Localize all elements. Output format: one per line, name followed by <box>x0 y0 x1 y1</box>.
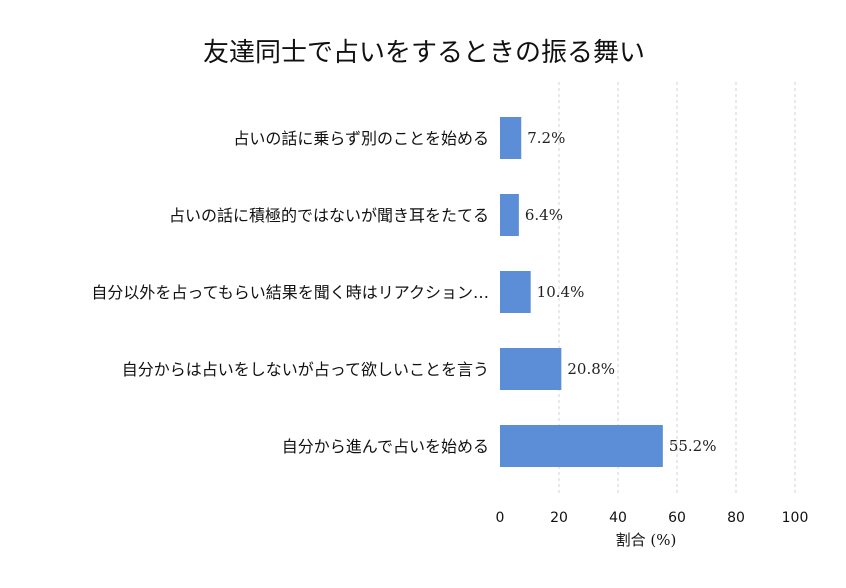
chart-title: 友達同士で占いをするときの振る舞い <box>203 38 645 68</box>
category-labels: 占いの話に乗らず別のことを始める占いの話に積極的ではないが聞き耳をたてる自分以外… <box>91 129 489 456</box>
category-label: 自分から進んで占いを始める <box>282 437 489 456</box>
x-tick-label: 60 <box>668 510 686 526</box>
bar <box>500 271 531 313</box>
bar <box>500 425 663 467</box>
x-tick-label: 0 <box>496 510 505 526</box>
bar <box>500 117 522 159</box>
category-label: 占いの話に乗らず別のことを始める <box>233 129 489 148</box>
data-label: 10.4% <box>537 283 585 301</box>
data-labels: 7.2% 6.4% 10.4% 20.8% 55.2% <box>525 129 717 455</box>
data-label: 7.2% <box>527 129 565 147</box>
data-label: 20.8% <box>567 360 615 378</box>
category-label: 自分からは占いをしないが占って欲しいことを言う <box>122 360 489 379</box>
category-label: 占いの話に積極的ではないが聞き耳をたてる <box>169 206 489 225</box>
x-tick-label: 100 <box>782 510 809 526</box>
data-label: 6.4% <box>525 206 563 224</box>
x-tick-label: 80 <box>727 510 745 526</box>
bar <box>500 194 519 236</box>
bars <box>500 117 663 467</box>
x-tick-label: 20 <box>550 510 568 526</box>
x-axis-label: 割合 (%) <box>616 531 677 549</box>
bar <box>500 348 562 390</box>
x-axis-ticks: 0 20 40 60 80 100 <box>496 510 809 526</box>
data-label: 55.2% <box>669 437 717 455</box>
category-label: 自分以外を占ってもらい結果を聞く時はリアクション… <box>91 283 489 302</box>
x-tick-label: 40 <box>609 510 627 526</box>
